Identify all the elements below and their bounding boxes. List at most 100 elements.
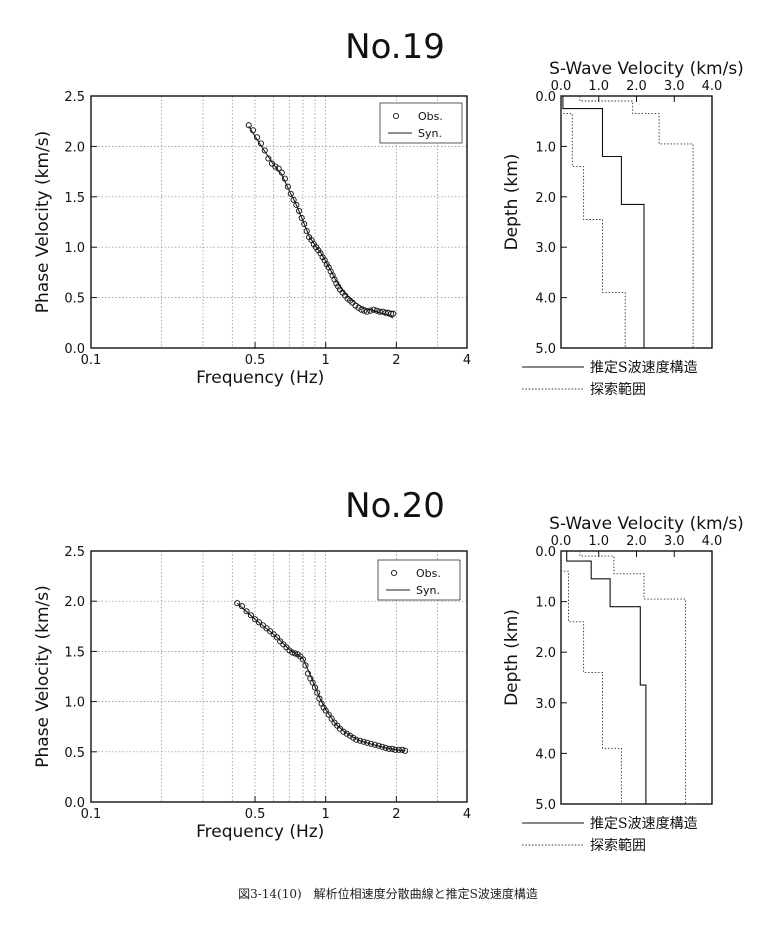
obs-point [289,649,296,656]
obs-point [255,619,263,626]
obs-point [356,737,364,744]
y-tick-label: 2.0 [535,646,556,661]
search-range-lower [560,96,626,348]
obs-point [328,715,335,722]
y-tick-label: 5.0 [535,342,556,357]
obs-point [249,127,257,134]
obs-point [243,608,250,615]
obs-point [390,310,397,317]
syn-series-line [248,125,394,319]
x-tick-label: 1 [322,807,330,822]
obs-point [268,160,275,167]
obs-point [301,220,308,228]
plot-frame [90,550,468,803]
x-tick-label: 0.0 [551,79,572,94]
obs-point [325,711,332,718]
y-axis-label: Depth (km) [502,609,522,706]
obs-point [343,730,350,737]
obs-point [247,612,254,619]
y-axis-label: Phase Velocity (km/s) [33,585,53,768]
x-tick-label: 0.5 [245,807,266,822]
y-tick-label: 0.5 [64,292,85,307]
x-tick-label: 4.0 [702,534,723,549]
obs-point [385,745,393,752]
chart-title: No.19 [345,27,445,67]
x-axis-label: Frequency (Hz) [196,822,324,842]
legend-obs-marker [392,112,400,120]
legend-obs-label: Obs. [416,567,441,580]
obs-point [360,738,367,745]
x-tick-label: 0.1 [81,353,102,368]
obs-point [333,280,340,287]
obs-point [353,736,360,743]
y-tick-label: 1.0 [64,241,85,256]
obs-point [399,746,406,753]
obs-point [278,169,285,176]
obs-point [322,707,329,714]
obs-point [281,175,288,182]
y-tick-label: 4.0 [535,292,556,307]
y-tick-label: 0.5 [64,746,85,761]
obs-point [361,307,368,314]
obs-point [349,299,356,306]
x-tick-label: 1.0 [588,79,609,94]
plot-frame [560,550,713,805]
x-axis-label: S-Wave Velocity (km/s) [549,59,744,79]
y-tick-label: 5.0 [535,798,556,813]
y-tick-label: 0.0 [535,90,556,105]
obs-point [389,745,396,752]
obs-point [382,744,389,751]
x-tick-label: 3.0 [664,79,685,94]
x-tick-label: 4.0 [702,79,723,94]
obs-point [350,734,357,741]
y-axis-label: Phase Velocity (km/s) [33,131,53,314]
obs-point [323,261,330,268]
velocity-profile-1: S-Wave Velocity (km/s)0.0 1.0 2.0 3.0 4.00.0… [502,59,744,398]
search-range-upper [579,96,697,349]
estimated-profile-line [562,96,678,349]
obs-point [263,625,270,632]
search-range-lower [560,551,622,804]
y-tick-label: 2.0 [535,191,556,206]
obs-point [272,163,279,170]
y-tick-label: 1.0 [64,696,85,711]
x-tick-label: 2 [392,353,400,368]
y-tick-label: 2.0 [64,595,85,610]
obs-point [251,616,259,623]
obs-point [363,739,371,746]
obs-point [371,741,378,748]
obs-point [284,183,291,190]
obs-point [287,190,294,197]
x-tick-label: 2 [392,807,400,822]
obs-point [382,309,389,316]
obs-point [234,600,241,607]
y-tick-label: 1.5 [64,645,85,660]
y-axis-label: Depth (km) [502,154,522,251]
legend-range-label: 探索範囲 [590,837,646,854]
y-tick-label: 1.0 [535,140,556,155]
obs-point [270,631,277,638]
obs-point [352,302,359,309]
y-tick-label: 0.0 [535,545,556,560]
y-tick-label: 2.5 [64,90,85,105]
x-tick-label: 0.5 [245,353,266,368]
legend-syn-label: Syn. [418,127,442,140]
obs-point [336,725,343,732]
estimated-profile-line [566,551,667,805]
legend-syn-label: Syn. [416,584,440,597]
obs-point [261,147,268,154]
obs-point [304,670,311,677]
legend-obs-label: Obs. [418,110,443,123]
legend-obs-marker [390,569,398,577]
obs-point [373,307,380,314]
x-tick-label: 4 [463,807,471,822]
x-tick-label: 1.0 [588,534,609,549]
legend: Obs. Syn. [379,102,463,144]
obs-point [379,308,386,315]
obs-point [265,155,272,162]
y-tick-label: 0.0 [64,342,85,357]
x-axis-label: S-Wave Velocity (km/s) [549,514,744,534]
search-range-upper [579,551,697,805]
